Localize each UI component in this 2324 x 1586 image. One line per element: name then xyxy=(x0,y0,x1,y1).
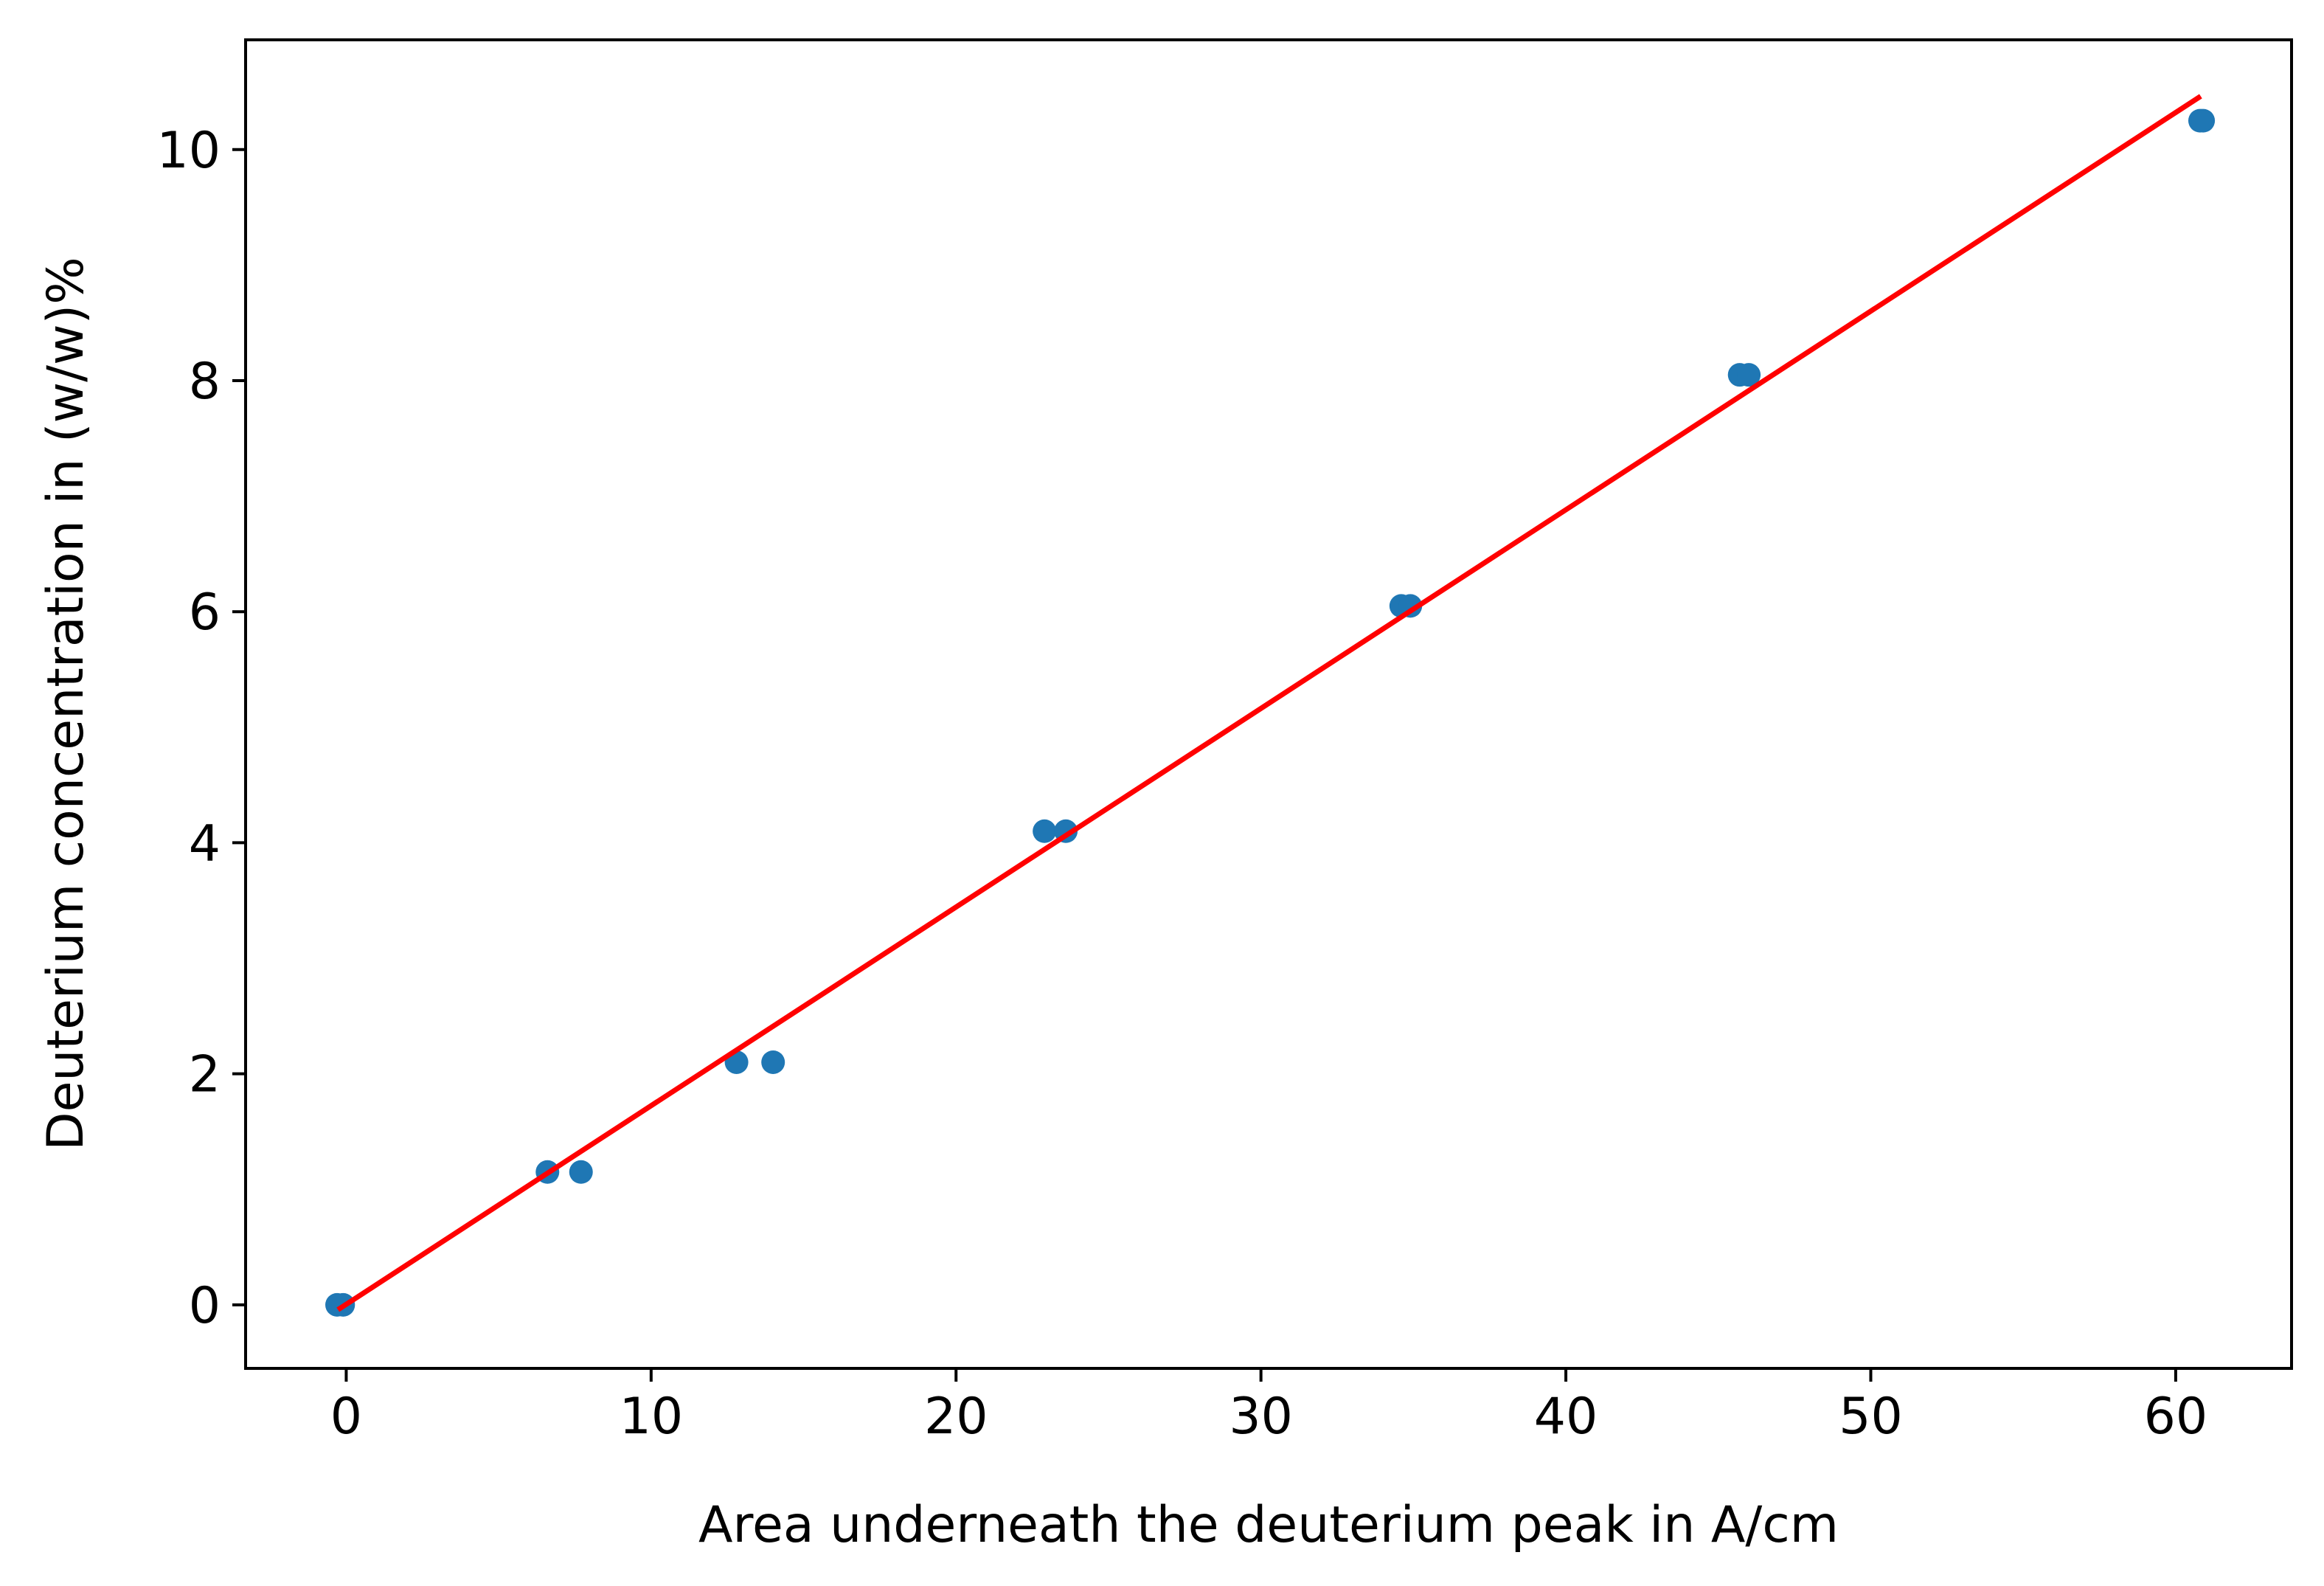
axes-frame xyxy=(244,38,2293,1370)
y-tick-label: 6 xyxy=(189,584,221,642)
y-tick-label: 0 xyxy=(189,1277,221,1335)
data-point xyxy=(1737,363,1761,387)
data-point xyxy=(761,1050,785,1074)
y-tick-label: 10 xyxy=(156,122,221,180)
data-point xyxy=(2191,108,2216,133)
x-tick-label: 50 xyxy=(1839,1388,1903,1446)
data-point xyxy=(1398,594,1423,618)
fit-line xyxy=(336,94,2202,1312)
y-tick-label: 4 xyxy=(189,814,221,873)
x-tick-label: 30 xyxy=(1229,1388,1293,1446)
x-axis: 0 10 20 30 40 50 60 xyxy=(330,1368,2207,1446)
x-tick-label: 10 xyxy=(620,1388,684,1446)
y-tick-label: 2 xyxy=(189,1046,221,1104)
y-axis-label: Deuterium concentration in (w/w)% xyxy=(37,257,95,1151)
x-axis-label: Area underneath the deuterium peak in A/… xyxy=(698,1496,1839,1554)
x-tick-label: 0 xyxy=(330,1388,362,1446)
x-tick-label: 20 xyxy=(924,1388,988,1446)
data-point xyxy=(569,1160,593,1184)
x-tick-label: 40 xyxy=(1534,1388,1598,1446)
y-axis: 0 2 4 6 8 10 xyxy=(156,122,246,1335)
x-tick-label: 60 xyxy=(2144,1388,2208,1446)
data-marks xyxy=(325,94,2216,1317)
data-point xyxy=(1033,819,1057,843)
y-tick-label: 8 xyxy=(189,353,221,411)
